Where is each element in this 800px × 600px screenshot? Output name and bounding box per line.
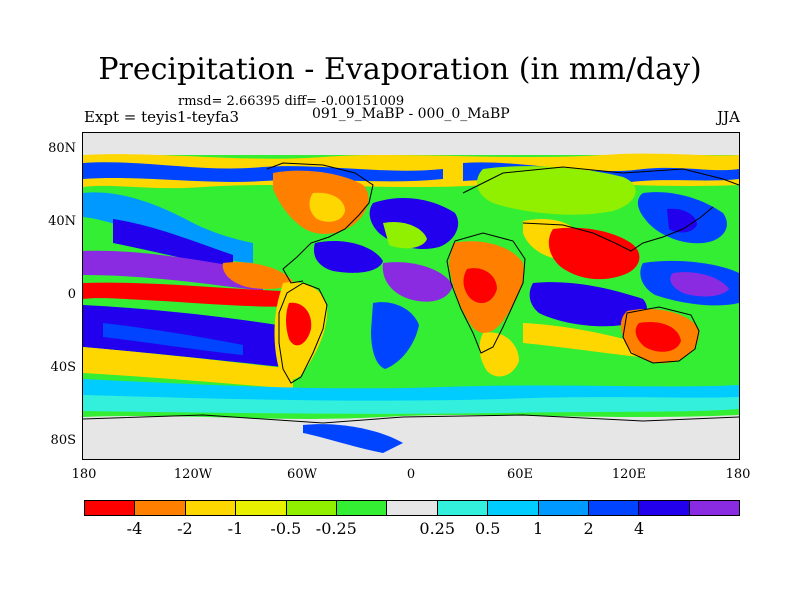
amazon-wet [313, 241, 383, 273]
north-america-inner [309, 192, 345, 222]
colorbar-swatch [488, 501, 539, 515]
south-indian-dry-band [523, 323, 639, 357]
antarctica-no-data [83, 415, 739, 459]
colorbar-label: 0.25 [419, 519, 456, 538]
colorbar [84, 500, 740, 516]
colorbar-label: -0.25 [315, 519, 357, 538]
tropical-pacific-itcz [83, 250, 263, 291]
colorbar-swatch [336, 501, 388, 515]
coastline-south-asia [522, 206, 714, 252]
lon-label-0: 0 [406, 467, 416, 482]
colorbar-label: 0.5 [474, 519, 501, 538]
lon-label-120w: 120W [173, 467, 213, 482]
lat-label-80s: 80S [50, 433, 76, 448]
coastlines [83, 162, 739, 424]
colorbar-label: 4 [633, 519, 645, 538]
colorbar-swatch [538, 501, 589, 515]
colorbar-label: 1 [533, 519, 544, 538]
lat-label-40s: 40S [50, 360, 76, 375]
map-panel [82, 132, 740, 460]
colorbar-swatch [236, 501, 287, 515]
coastline-south-america [278, 282, 328, 384]
antarctic-wet-patch [303, 424, 403, 453]
equatorial-pacific-dry [83, 282, 310, 307]
coastline-antarctica [83, 414, 739, 424]
colorbar-swatch [387, 501, 438, 515]
eurasia-transition [477, 166, 636, 215]
lat-label-0: 0 [67, 287, 76, 302]
north-wet-band-west [83, 162, 443, 182]
lon-label-120e: 120E [611, 467, 647, 482]
colorbar-swatch [588, 501, 640, 515]
colorbar-swatch [286, 501, 337, 515]
coastline-eurasia-north [462, 166, 739, 194]
n-pacific-wet-core [113, 219, 233, 269]
colorbar-label: -2 [177, 519, 193, 538]
season-label: JJA [717, 108, 740, 126]
colorbar-swatch [135, 501, 186, 515]
colorbar-label: 2 [583, 519, 594, 538]
south-atlantic-wet [371, 302, 419, 369]
coastline-australia [622, 306, 700, 364]
experiment-label: Expt = teyis1-teyfa3 [84, 108, 240, 126]
warm-pool-core [670, 272, 729, 297]
south-america-core-dry [286, 302, 312, 346]
lon-label-60e: 60E [506, 467, 534, 482]
coastline-north-america [266, 162, 374, 284]
colorbar-label: -1 [227, 519, 244, 538]
lon-label-60w: 60W [287, 467, 317, 482]
southern-africa [479, 332, 519, 377]
south-asia-strong-dry [548, 227, 640, 280]
coastline-africa [446, 232, 526, 354]
p-minus-e-map [83, 133, 739, 459]
n-pacific-west-wet [83, 192, 253, 263]
plot-title: Precipitation - Evaporation (in mm/day) [98, 52, 702, 87]
southern-ocean-inner [83, 395, 739, 414]
lon-label-180-east: 180 [725, 467, 751, 482]
lon-label-180-west: 180 [71, 467, 97, 482]
arctic-no-data-region-east [463, 133, 739, 147]
south-pacific-dry-band [83, 347, 293, 389]
east-asia-wet-core [667, 208, 697, 233]
africa-core-dry [463, 268, 497, 304]
lat-label-80n: 80N [48, 141, 76, 156]
colorbar-swatch [185, 501, 237, 515]
colorbar-swatch [437, 501, 489, 515]
tropical-atlantic-wet [382, 262, 453, 302]
australia-core-dry [635, 321, 681, 352]
period-label: 091_9_MaBP - 000_0_MaBP [312, 106, 510, 122]
indian-ocean-wet [529, 282, 647, 327]
lat-label-40n: 40N [48, 214, 76, 229]
colorbar-swatch [639, 501, 690, 515]
colorbar-label: -0.5 [270, 519, 302, 538]
south-pacific-inner [103, 323, 243, 355]
colorbar-swatch [689, 501, 740, 515]
colorbar-label: -4 [126, 519, 143, 538]
north-atlantic-transition [383, 221, 427, 249]
central-america-dry [222, 262, 293, 289]
colorbar-swatch [85, 501, 136, 515]
rmsd-diff-stats: rmsd= 2.66395 diff= -0.00151009 [178, 94, 405, 109]
